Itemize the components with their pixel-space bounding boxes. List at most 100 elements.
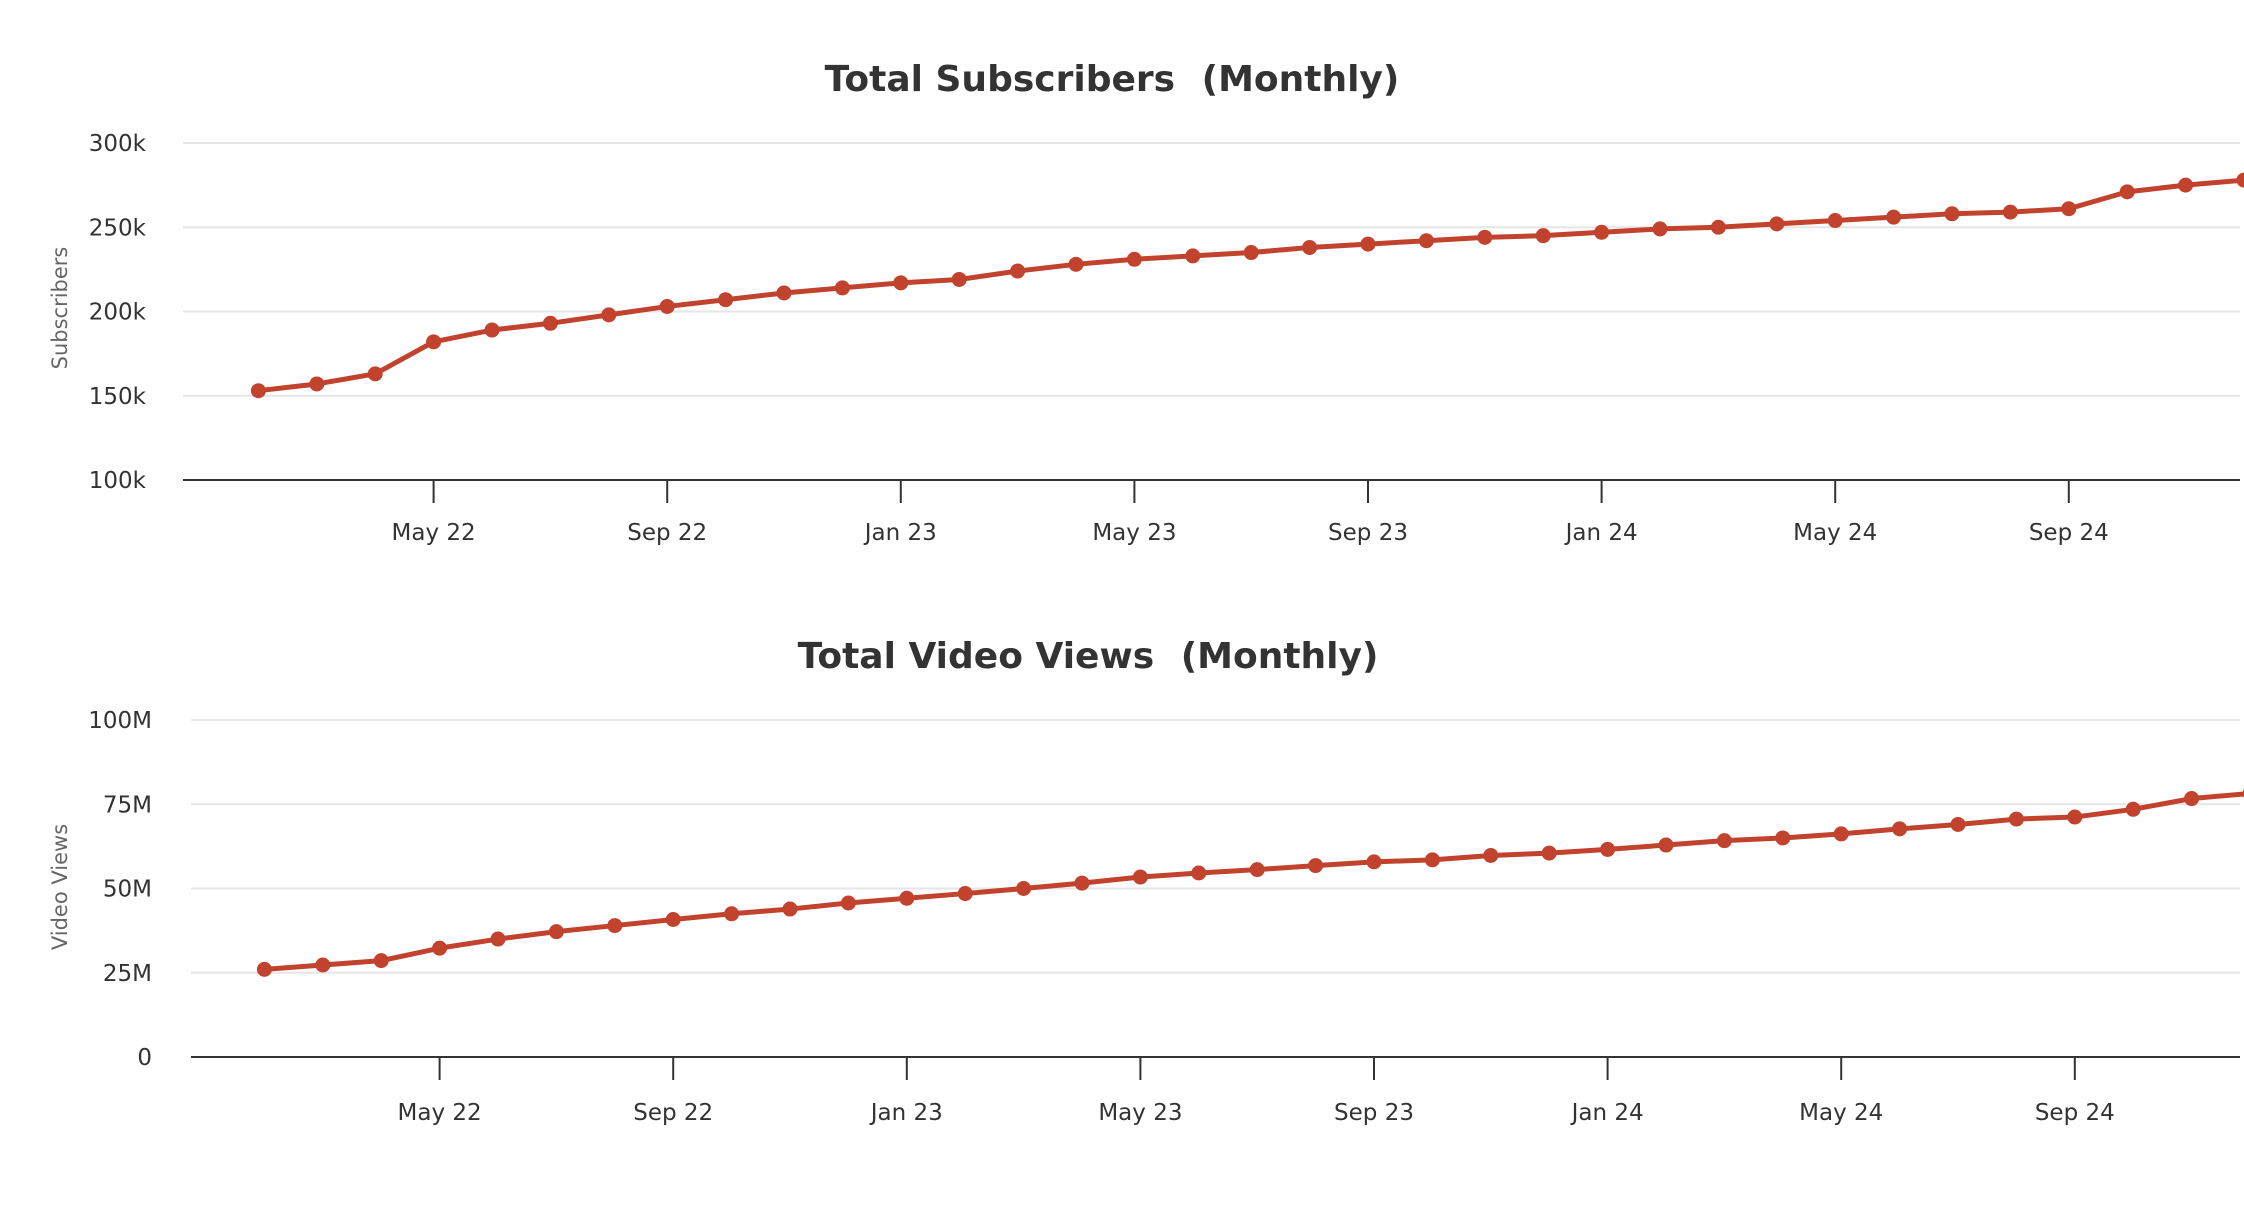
data-point [1302, 239, 1318, 255]
data-point [432, 940, 448, 956]
data-point [1716, 833, 1732, 849]
data-point [957, 886, 973, 902]
video-views-chart: Total Video Views (Monthly) Video Views … [48, 636, 2244, 1126]
data-point [426, 334, 442, 350]
data-point [899, 890, 915, 906]
x-tick-label: May 23 [1092, 520, 1176, 546]
y-tick-labels: 100k 150k 200k 250k 300k [89, 131, 147, 494]
data-point [1191, 865, 1207, 881]
y-tick-labels: 0 25M 50M 75M 100M [88, 708, 152, 1071]
x-tick-labels: May 22 Sep 22 Jan 23 May 23 Sep 23 Jan 24 May … [392, 480, 2109, 546]
y-tick-label: 75M [103, 792, 152, 818]
data-point [1892, 821, 1908, 837]
data-point [840, 895, 856, 911]
data-point [2061, 201, 2077, 217]
x-tick-label: May 24 [1799, 1100, 1883, 1126]
x-tick-label: May 22 [398, 1100, 482, 1126]
data-point [548, 924, 564, 940]
x-tick-label: Jan 23 [863, 520, 937, 546]
x-tick-label: May 23 [1098, 1100, 1182, 1126]
data-point [367, 366, 383, 382]
x-tick-label: Sep 23 [1334, 1100, 1414, 1126]
gridlines [183, 142, 2240, 397]
data-point [1308, 858, 1324, 874]
data-point [1366, 854, 1382, 870]
y-tick-label: 50M [103, 877, 152, 903]
data-point [1652, 221, 1668, 237]
subscribers-chart: Total Subscribers (Monthly) Subscribers … [48, 59, 2244, 546]
data-point [718, 292, 734, 308]
data-point [665, 912, 681, 928]
data-point [1132, 869, 1148, 885]
x-tick-labels: May 22 Sep 22 Jan 23 May 23 Sep 23 Jan 24 May … [398, 1057, 2115, 1126]
data-point [1710, 219, 1726, 235]
x-tick-label: Jan 23 [869, 1100, 943, 1126]
data-point [782, 901, 798, 917]
data-point [1360, 236, 1376, 252]
data-point [2236, 172, 2244, 188]
chart-title-main: Total Subscribers [825, 59, 1175, 100]
chart-title-suffix: (Monthly) [1181, 636, 1379, 677]
data-point [373, 953, 389, 969]
x-tick-label: Sep 22 [627, 520, 707, 546]
chart-title: Total Subscribers (Monthly) [825, 59, 1400, 100]
x-tick-label: Jan 24 [1564, 520, 1638, 546]
chart-title-main: Total Video Views [798, 636, 1155, 677]
y-tick-label: 100k [89, 468, 147, 494]
data-point [1483, 847, 1499, 863]
data-point [1594, 224, 1610, 240]
data-point [601, 307, 617, 323]
data-point [1886, 209, 1902, 225]
data-point [776, 285, 792, 301]
series [250, 172, 2244, 399]
data-point [1769, 216, 1785, 232]
x-tick-label: Jan 24 [1570, 1100, 1644, 1126]
data-point [1658, 837, 1674, 853]
data-point [1541, 845, 1557, 861]
data-point [256, 961, 272, 977]
data-point [834, 280, 850, 296]
data-point [659, 298, 675, 314]
x-tick-label: Sep 23 [1328, 520, 1408, 546]
y-tick-label: 25M [103, 961, 152, 987]
data-point [1016, 881, 1032, 896]
series [256, 788, 2244, 977]
series-line [264, 791, 2244, 972]
data-point [2184, 791, 2200, 807]
data-point [484, 322, 500, 338]
data-point [1424, 852, 1440, 868]
data-point [1535, 228, 1551, 244]
data-point [542, 315, 558, 331]
data-point [490, 931, 506, 947]
data-point [1068, 256, 1084, 272]
data-point [315, 957, 331, 973]
data-point [1944, 206, 1960, 222]
x-tick-label: May 24 [1793, 520, 1877, 546]
data-point [1418, 233, 1434, 249]
x-tick-label: May 22 [392, 520, 476, 546]
x-tick-label: Sep 24 [2035, 1100, 2115, 1126]
data-point [2119, 184, 2135, 200]
data-point [1243, 245, 1259, 261]
data-point [724, 906, 740, 922]
y-tick-label: 100M [88, 708, 152, 734]
y-tick-label: 0 [137, 1045, 152, 1071]
data-point [893, 275, 909, 291]
data-point [1477, 229, 1493, 245]
data-point [951, 271, 967, 287]
data-point [1950, 816, 1966, 832]
y-axis-label: Subscribers [48, 247, 72, 370]
data-point [1600, 841, 1616, 857]
gridlines [191, 719, 2240, 974]
data-point [1833, 826, 1849, 842]
y-axis-label: Video Views [48, 824, 72, 950]
y-tick-label: 150k [89, 384, 147, 410]
data-point [1185, 248, 1201, 264]
data-point [1249, 862, 1265, 878]
chart-title-suffix: (Monthly) [1202, 59, 1400, 100]
y-tick-label: 200k [89, 300, 147, 326]
y-tick-label: 250k [89, 215, 147, 241]
data-point [607, 918, 623, 934]
